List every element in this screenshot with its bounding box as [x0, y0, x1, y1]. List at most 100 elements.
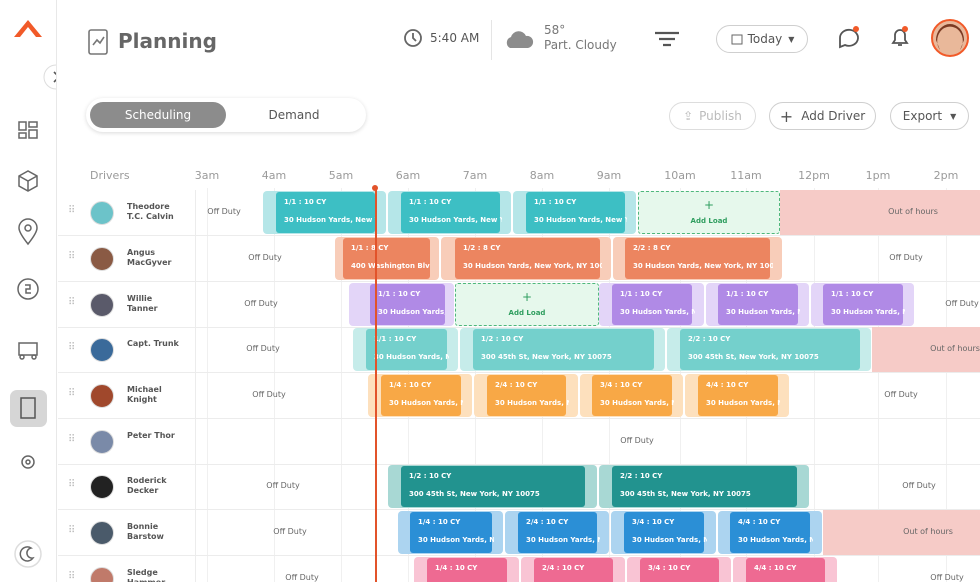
load-block-inner — [526, 192, 625, 233]
hour-label: 3am — [194, 169, 220, 182]
hour-label: 1pm — [865, 169, 891, 182]
load-address: 30 Hudson Yards, New York, NY 10075 — [389, 399, 463, 407]
hour-label: 6am — [395, 169, 421, 182]
row-divider — [58, 464, 980, 465]
load-block-inner — [473, 329, 654, 370]
load-block-inner — [624, 512, 704, 553]
load-block-inner — [612, 466, 797, 507]
load-label: 2/2 : 8 CY — [633, 244, 671, 252]
load-label: 3/4 : 10 CY — [600, 381, 643, 389]
add-load-label: Add Load — [690, 217, 728, 225]
button-label: Export — [902, 109, 943, 123]
load-label: 2/2 : 10 CY — [620, 472, 663, 480]
add-load-plus: + — [703, 198, 715, 212]
driver-cell-border — [195, 510, 196, 555]
drag-handle: ⠿ — [68, 205, 76, 216]
tab-active[interactable]: Scheduling — [90, 102, 226, 128]
weather-icon — [506, 31, 534, 48]
load-label: 2/4 : 10 CY — [542, 564, 585, 572]
off-duty-label: Off Duty — [244, 299, 278, 308]
tabs: Scheduling Demand — [86, 98, 366, 132]
hour-grid-line — [274, 188, 275, 582]
load-address: 30 Hudson Yards, New York, NY 10075 — [706, 399, 780, 407]
load-address: 300 45th St, New York, NY 10075 — [620, 490, 751, 498]
load-address: 30 Hudson Yards, New York, NY 10075 — [831, 308, 905, 316]
load-label: 1/1 : 10 CY — [409, 198, 452, 206]
load-block-inner — [823, 284, 903, 325]
out-of-hours — [780, 190, 980, 235]
date-button[interactable]: Today ▼ — [716, 25, 808, 53]
off-duty-label: Off Duty — [285, 573, 319, 582]
drag-handle: ⠿ — [68, 297, 76, 308]
load-block-inner — [427, 558, 507, 582]
off-duty-label: Off Duty — [207, 207, 241, 216]
load-address: 30 Hudson Yards, New York, NY 10075 — [632, 536, 707, 544]
load-label: 1/1 : 10 CY — [620, 290, 663, 298]
load-label: 1/1 : 10 CY — [831, 290, 874, 298]
load-address: 30 Hudson Yards, New York, NY 10075 — [378, 308, 445, 316]
export-button[interactable]: Export ▼ — [890, 102, 969, 130]
hour-grid-line — [878, 188, 879, 582]
load-address: 30 Hudson Yards, New York, NY 10075 — [374, 353, 449, 361]
hour-label: 8am — [529, 169, 555, 182]
hour-label: 7am — [462, 169, 488, 182]
clock-time: 5:40 AM — [430, 31, 480, 45]
tab[interactable]: Demand — [268, 108, 320, 122]
driver-avatar — [90, 430, 114, 454]
drag-handle: ⠿ — [68, 251, 76, 262]
driver-name: Angus MacGyver — [127, 248, 172, 267]
load-address: 400 Washington Blvd — [351, 262, 430, 270]
hour-label: 9am — [596, 169, 622, 182]
load-label: 2/4 : 10 CY — [526, 518, 569, 526]
user-avatar[interactable] — [930, 18, 970, 58]
filter-icon[interactable] — [654, 30, 680, 48]
load-label: 1/1 : 10 CY — [534, 198, 577, 206]
out-of-hours-label: Out of hours — [888, 207, 938, 216]
load-block-inner — [625, 238, 770, 279]
driver-avatar — [90, 384, 114, 408]
current-time-dot — [372, 185, 378, 191]
load-address: 30 Hudson Yards, New York, NY 10075 — [633, 262, 773, 270]
bell-icon[interactable] — [888, 24, 914, 52]
load-address: 30 Hudson Yards, New York, NY 10075 — [600, 399, 674, 407]
load-label: 1/1 : 10 CY — [374, 335, 417, 343]
load-label: 1/1 : 8 CY — [351, 244, 389, 252]
load-label: 4/4 : 10 CY — [738, 518, 781, 526]
off-duty-label: Off Duty — [252, 390, 286, 399]
load-block-inner — [276, 192, 375, 233]
row-divider — [58, 555, 980, 556]
driver-cell-border — [195, 190, 196, 235]
load-address: 30 Hudson Yards, New York, NY 10075 — [526, 536, 600, 544]
driver-cell-border — [195, 236, 196, 281]
load-label: 1/1 : 10 CY — [378, 290, 421, 298]
load-label: 4/4 : 10 CY — [754, 564, 797, 572]
publish-button[interactable]: ⇪ Publish — [669, 102, 756, 130]
out-of-hours-label: Out of hours — [903, 527, 953, 536]
load-label: 1/1 : 10 CY — [726, 290, 769, 298]
load-label: 1/4 : 10 CY — [435, 564, 478, 572]
row-divider — [58, 509, 980, 510]
load-block-inner — [592, 375, 672, 416]
driver-name: Willie Tanner — [127, 294, 158, 313]
driver-cell-border — [195, 419, 196, 464]
current-time-line — [375, 188, 377, 582]
driver-avatar — [90, 521, 114, 545]
hour-grid-line — [341, 188, 342, 582]
add-driver-button[interactable]: + Add Driver — [769, 102, 876, 130]
add-load: + Add Load — [638, 191, 780, 234]
drag-handle: ⠿ — [68, 479, 76, 490]
load-label: 1/1 : 10 CY — [284, 198, 327, 206]
chat-icon[interactable] — [836, 24, 862, 52]
out-of-hours — [872, 327, 980, 372]
load-address: 30 Hudson Yards, New York, NY 10075 — [409, 216, 502, 224]
load-address: 30 Hudson Yards, New York, NY 10075 — [284, 216, 377, 224]
hour-label: 5am — [328, 169, 354, 182]
off-duty-label: Off Duty — [884, 390, 918, 399]
add-load-plus: + — [521, 290, 533, 304]
row-divider — [58, 327, 980, 328]
load-label: 1/2 : 10 CY — [409, 472, 452, 480]
button-label: Add Driver — [801, 109, 866, 123]
off-duty-label: Off Duty — [945, 299, 979, 308]
driver-name: Sledge Hammer — [127, 568, 165, 582]
off-duty-label: Off Duty — [248, 253, 282, 262]
